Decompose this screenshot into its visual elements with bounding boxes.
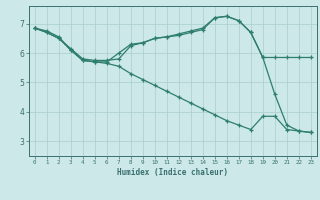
X-axis label: Humidex (Indice chaleur): Humidex (Indice chaleur) bbox=[117, 168, 228, 177]
